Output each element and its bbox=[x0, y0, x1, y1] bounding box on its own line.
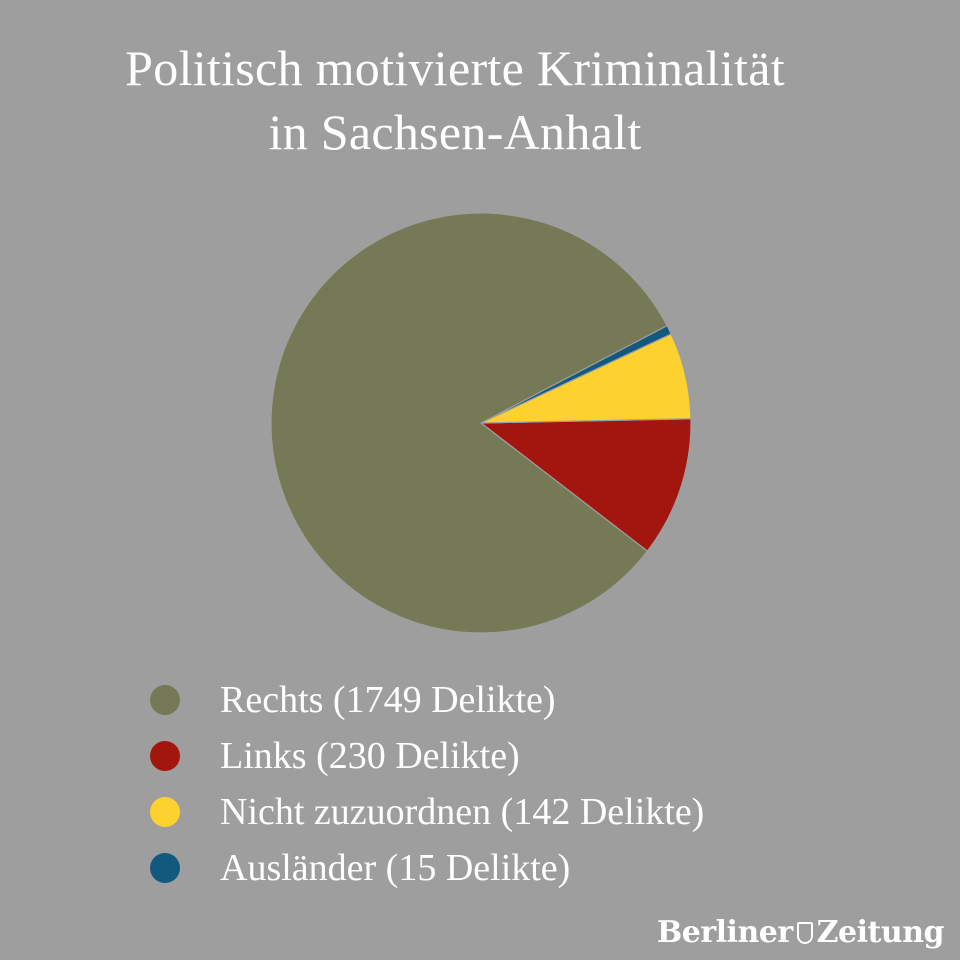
chart-title-line1: Politisch motivierte Kriminalität bbox=[125, 40, 785, 96]
legend-label: Rechts (1749 Delikte) bbox=[220, 679, 556, 721]
legend-label: Nicht zuzuordnen (142 Delikte) bbox=[220, 791, 705, 833]
legend-item-auslaender: Ausländer (15 Delikte) bbox=[150, 840, 704, 896]
chart-title: Politisch motivierte Kriminalität in Sac… bbox=[0, 36, 910, 164]
legend-marker bbox=[150, 741, 180, 771]
chart-title-line2: in Sachsen-Anhalt bbox=[268, 104, 642, 160]
legend-marker bbox=[150, 853, 180, 883]
pie-slice-links bbox=[480, 418, 692, 552]
crest-icon bbox=[796, 921, 813, 944]
legend-item-links: Links (230 Delikte) bbox=[150, 728, 704, 784]
legend-label: Links (230 Delikte) bbox=[220, 735, 520, 777]
legend-item-rechts: Rechts (1749 Delikte) bbox=[150, 672, 704, 728]
logo-text-berliner: Berliner bbox=[656, 915, 793, 950]
legend-item-nicht-zuzuordnen: Nicht zuzuordnen (142 Delikte) bbox=[150, 784, 704, 840]
logo-text-zeitung: Zeitung bbox=[816, 915, 945, 950]
legend-marker bbox=[150, 797, 180, 827]
legend-label: Ausländer (15 Delikte) bbox=[220, 847, 571, 889]
chart-legend: Rechts (1749 Delikte) Links (230 Delikte… bbox=[150, 672, 704, 896]
legend-marker bbox=[150, 685, 180, 715]
pie-slice-rechts bbox=[270, 212, 668, 634]
berliner-zeitung-logo: Berliner Zeitung bbox=[656, 915, 945, 950]
